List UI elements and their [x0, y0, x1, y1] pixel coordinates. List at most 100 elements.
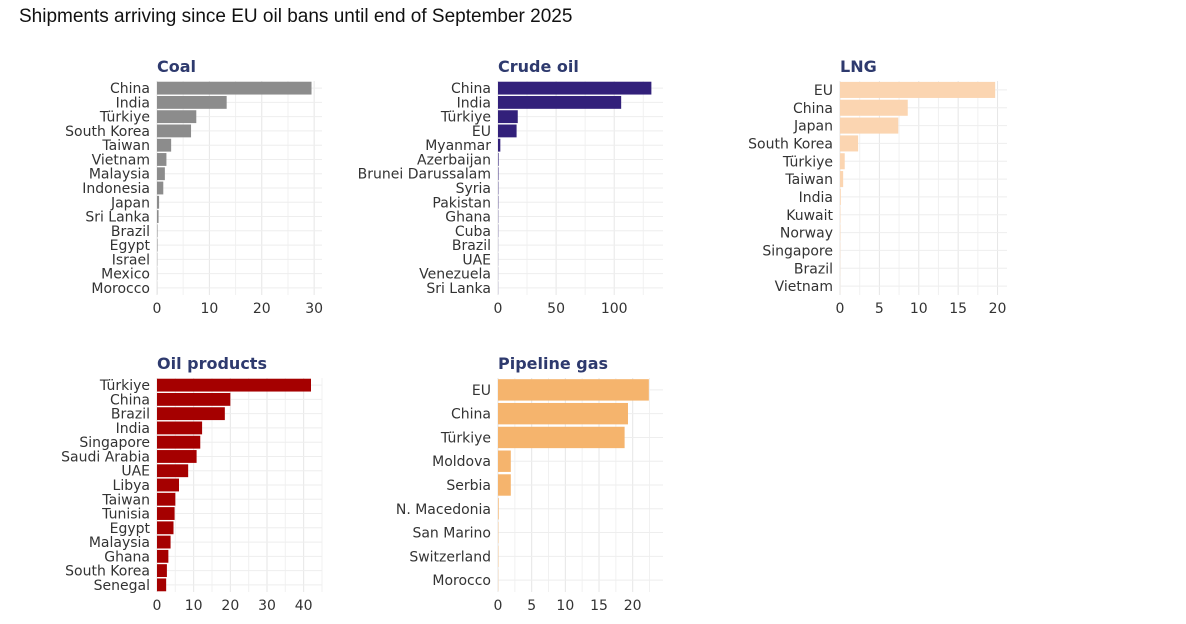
x-tick-label: 15: [949, 301, 967, 317]
bar-ghana: [157, 549, 169, 563]
bar-india: [157, 421, 203, 435]
x-tick-label: 0: [836, 301, 845, 317]
panel-title: Coal: [157, 57, 196, 76]
category-label-indonesia: Indonesia: [82, 181, 150, 197]
x-tick-label: 0: [494, 598, 503, 614]
category-label-turkiye: Türkiye: [99, 110, 150, 126]
category-label-egypt: Egypt: [110, 521, 151, 537]
category-label-china: China: [451, 81, 491, 97]
bar-china: [840, 99, 908, 116]
x-tick-label: 20: [989, 301, 1007, 317]
category-label-turkiye: Türkiye: [440, 430, 491, 446]
bar-taiwan: [840, 171, 844, 188]
bar-libya: [157, 478, 179, 492]
x-tick-label: 0: [153, 598, 162, 614]
category-label-tunisia: Tunisia: [101, 507, 150, 523]
category-label-moldova: Moldova: [432, 454, 491, 470]
bar-taiwan: [157, 138, 172, 152]
category-label-sri-lanka: Sri Lanka: [426, 281, 491, 297]
category-label-singapore: Singapore: [762, 243, 833, 259]
bar-china: [498, 402, 628, 425]
bar-indonesia: [157, 181, 164, 195]
category-label-sri-lanka: Sri Lanka: [85, 210, 150, 226]
category-label-turkiye: Türkiye: [440, 110, 491, 126]
bar-vietnam: [157, 153, 167, 166]
category-label-morocco: Morocco: [91, 281, 150, 297]
category-label-india: India: [116, 95, 150, 111]
bar-myanmar: [498, 138, 501, 152]
category-label-uae: UAE: [462, 252, 491, 268]
category-label-brunei-darussalam: Brunei Darussalam: [358, 167, 491, 183]
x-tick-label: 20: [624, 598, 642, 614]
bar-egypt: [157, 238, 158, 252]
bar-brazil: [157, 224, 158, 238]
bar-china: [498, 81, 652, 95]
panel-pipeline-gas: Pipeline gas EU China Türkiye Moldova Serbia N…: [396, 354, 663, 614]
category-label-syria: Syria: [456, 181, 491, 197]
category-label-turkiye: Türkiye: [99, 378, 150, 394]
category-label-china: China: [110, 81, 150, 97]
bar-south-korea: [157, 564, 167, 578]
category-label-mexico: Mexico: [101, 267, 150, 283]
category-label-turkiye: Türkiye: [782, 154, 833, 170]
category-label-norway: Norway: [780, 226, 833, 242]
x-tick-label: 10: [200, 301, 218, 317]
x-tick-label: 10: [910, 301, 928, 317]
x-tick-label: 50: [547, 301, 565, 317]
bar-china: [157, 81, 312, 95]
category-label-n-macedonia: N. Macedonia: [396, 502, 491, 518]
bar-malaysia: [157, 535, 171, 549]
bar-turkiye: [498, 110, 518, 124]
category-label-brazil: Brazil: [452, 238, 491, 254]
category-label-israel: Israel: [112, 252, 150, 268]
category-label-brazil: Brazil: [111, 407, 150, 423]
panel-crude-oil: Crude oil ChinaIndiaTürkiyeEUMyanmarAzerb…: [358, 57, 663, 317]
category-label-china: China: [110, 392, 150, 408]
category-label-brazil: Brazil: [111, 224, 150, 240]
category-label-saudi-arabia: Saudi Arabia: [61, 449, 150, 465]
bar-turkiye: [498, 426, 625, 449]
panel-title: Crude oil: [498, 57, 579, 76]
bar-saudi-arabia: [157, 450, 197, 463]
bar-senegal: [157, 578, 167, 592]
category-label-japan: Japan: [110, 195, 150, 211]
category-label-taiwan: Taiwan: [101, 138, 150, 154]
chart-subtitle: Shipments arriving since EU oil bans unt…: [19, 6, 573, 27]
category-label-brazil: Brazil: [794, 261, 833, 277]
category-label-eu: EU: [472, 383, 491, 399]
x-tick-label: 30: [305, 301, 323, 317]
bar-eu: [498, 124, 517, 138]
bar-malaysia: [157, 167, 165, 181]
panel-oil-products: Oil products TürkiyeChinaBrazilIndiaSinga…: [61, 354, 323, 614]
category-label-china: China: [451, 407, 491, 423]
bar-turkiye: [157, 378, 311, 392]
bar-sri-lanka: [157, 210, 159, 223]
bar-n-macedonia: [498, 498, 499, 520]
bar-uae: [157, 464, 189, 478]
bar-turkiye: [157, 110, 197, 124]
category-label-libya: Libya: [113, 478, 150, 494]
panel-title: Oil products: [157, 354, 267, 373]
category-label-myanmar: Myanmar: [425, 138, 491, 154]
category-label-eu: EU: [472, 124, 491, 140]
category-label-china: China: [793, 101, 833, 117]
x-tick-label: 10: [185, 598, 203, 614]
category-label-kuwait: Kuwait: [786, 208, 833, 224]
x-tick-label: 5: [527, 598, 536, 614]
category-label-switzerland: Switzerland: [409, 549, 491, 565]
x-tick-label: 20: [253, 301, 271, 317]
category-label-singapore: Singapore: [79, 435, 150, 451]
bar-japan: [157, 195, 160, 209]
bar-singapore: [157, 435, 201, 449]
category-label-senegal: Senegal: [94, 578, 150, 594]
category-label-malaysia: Malaysia: [89, 535, 150, 551]
bar-south-korea: [157, 124, 192, 138]
bar-brazil: [157, 407, 225, 421]
category-label-ghana: Ghana: [104, 549, 150, 565]
bar-turkiye: [840, 153, 845, 170]
category-label-cuba: Cuba: [455, 224, 491, 240]
category-label-india: India: [457, 95, 491, 111]
bar-india: [157, 95, 227, 109]
